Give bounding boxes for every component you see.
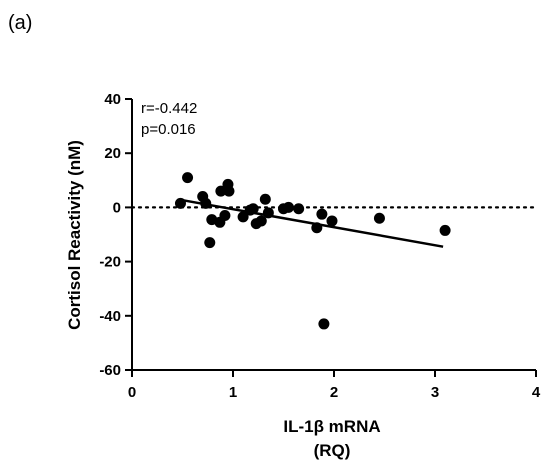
data-point <box>204 237 216 249</box>
data-point <box>223 185 235 197</box>
x-tick-label: 0 <box>128 384 136 401</box>
y-tick-label: -20 <box>99 254 121 271</box>
y-axis-title: Cortisol Reactivity (nM) <box>65 140 84 330</box>
data-point <box>318 318 330 330</box>
data-point <box>219 210 231 222</box>
stat-r: r=-0.442 <box>141 100 197 117</box>
data-point <box>182 172 194 184</box>
data-point <box>259 193 271 205</box>
data-point <box>262 207 274 219</box>
regression-line <box>180 198 444 248</box>
stat-p: p=0.016 <box>141 121 196 138</box>
data-point <box>247 203 259 215</box>
x-axis-title-line2: (RQ) <box>314 441 351 460</box>
data-point <box>439 224 451 236</box>
data-point <box>326 215 338 227</box>
data-point <box>215 185 227 197</box>
x-tick-label: 4 <box>532 384 541 401</box>
x-axis-title-line1: IL-1β mRNA <box>283 417 380 436</box>
data-point <box>283 201 295 213</box>
y-tick-label: 0 <box>113 199 121 216</box>
data-point <box>316 208 328 220</box>
data-point <box>373 212 385 224</box>
y-tick-label: 20 <box>104 145 121 162</box>
data-point <box>200 197 212 209</box>
x-tick-label: 2 <box>330 384 338 401</box>
data-point <box>311 222 323 234</box>
y-tick-label: -60 <box>99 362 121 379</box>
data-point <box>293 203 305 215</box>
y-tick-label: 40 <box>104 91 121 108</box>
x-tick-label: 1 <box>229 384 237 401</box>
data-point <box>174 197 186 209</box>
x-tick-label: 3 <box>431 384 439 401</box>
panel-label: (a) <box>8 12 33 34</box>
data-point <box>255 215 267 227</box>
y-tick-label: -40 <box>99 308 121 325</box>
data-point <box>237 211 249 223</box>
